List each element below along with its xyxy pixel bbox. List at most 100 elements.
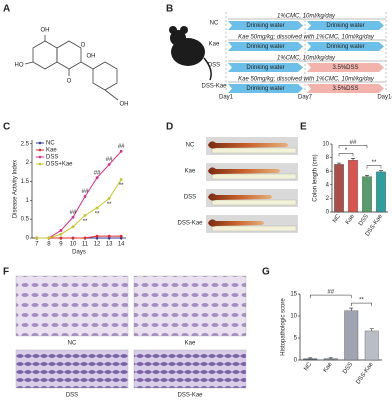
panel-label: A: [3, 4, 10, 15]
y-tick-label: 0: [326, 210, 330, 216]
series-line: [36, 150, 122, 239]
histology-image: [133, 349, 247, 389]
data-point: [119, 149, 123, 153]
histology-image: [133, 275, 247, 337]
x-tick-label: 10: [70, 242, 77, 248]
phase-arrow: [307, 84, 384, 93]
data-point: [83, 195, 87, 198]
data-point: [71, 225, 75, 229]
significance-bracket: [366, 165, 382, 169]
x-tick-label: DSS: [342, 362, 354, 376]
bar: [323, 358, 338, 361]
treatment-note: 1%CMC, 10ml/kg/day: [277, 56, 336, 62]
significance-label: **: [107, 202, 112, 208]
data-point: [119, 234, 123, 238]
y-tick-label: 1: [26, 198, 30, 204]
data-point: [59, 232, 63, 236]
ruler: [211, 147, 297, 154]
data-point: [95, 206, 99, 210]
legend-label: DSS+Kae: [46, 162, 73, 168]
ruler: [211, 199, 297, 206]
x-tick-label: NC: [332, 213, 342, 224]
x-tick-label: 8: [47, 242, 51, 248]
phase-arrow: [307, 21, 384, 30]
data-point: [83, 236, 87, 240]
colon-label: DSS: [184, 195, 196, 201]
treatment-note: Kae 50mg/kg; dissolved with 1%CMC, 10ml/…: [238, 77, 375, 83]
error-bar: [337, 162, 341, 165]
legend-label: NC: [46, 141, 55, 147]
error-bar: [351, 157, 355, 161]
panel-label: E: [300, 122, 307, 133]
x-tick-label: 14: [118, 242, 125, 248]
significance-label: **: [95, 211, 100, 217]
error-bar: [308, 357, 313, 359]
data-point: [107, 234, 111, 238]
error-bar: [369, 328, 374, 331]
atom-label: OH: [87, 54, 96, 60]
data-point: [107, 163, 111, 166]
colon-label: DSS-Kae: [177, 221, 203, 227]
ruler: [211, 173, 297, 180]
significance-label: ##: [94, 170, 101, 176]
data-point: [47, 236, 51, 240]
significance-bracket: [351, 302, 372, 307]
ruler: [211, 225, 297, 232]
y-tick-label: 2: [326, 196, 330, 202]
bar: [334, 164, 344, 213]
data-point: [59, 229, 63, 232]
y-tick-label: 2.5: [21, 141, 30, 147]
phase-label: Drinking water: [326, 44, 364, 50]
phase-label: Drinking water: [246, 23, 284, 29]
x-tick-label: 7: [35, 242, 39, 248]
colon-label: Kae: [185, 169, 196, 175]
x-tick-label: Kae: [323, 361, 334, 374]
colon: [208, 193, 272, 201]
colon: [208, 167, 280, 175]
phase-label: Drinking water: [246, 44, 284, 50]
panel-label: D: [166, 122, 173, 133]
y-tick-label: 15: [290, 292, 297, 298]
phase-label: Drinking water: [246, 65, 284, 71]
histology-label: Kae: [185, 341, 196, 347]
x-tick-label: DSS-Kae: [355, 361, 375, 385]
significance-bracket: [310, 294, 352, 299]
day-label: Day14: [377, 95, 392, 101]
y-tick-label: 2: [26, 160, 30, 166]
y-tick-label: 0: [294, 358, 298, 364]
atom-label: OH: [120, 102, 129, 108]
legend-marker: [38, 148, 42, 152]
significance-label: *: [345, 148, 348, 154]
y-axis-title: Colon length (cm): [313, 154, 319, 201]
x-axis-title: Days: [72, 250, 86, 256]
treatment-note: Kae 50mg/kg; dissolved with 1%CMC, 10ml/…: [238, 35, 375, 41]
x-tick-label: NC: [303, 361, 313, 372]
legend-label: DSS: [46, 155, 58, 161]
phase-label: Drinking water: [246, 86, 284, 92]
legend-label: Kae: [46, 148, 57, 154]
data-point: [83, 213, 87, 217]
data-point: [71, 236, 75, 240]
significance-label: ##: [350, 140, 357, 146]
data-point: [107, 197, 111, 200]
group-label: DSS: [208, 63, 220, 69]
group-label: NC: [210, 21, 219, 27]
bar: [364, 330, 379, 361]
bar: [303, 358, 318, 361]
y-tick-label: 1.5: [21, 179, 30, 185]
colon: [208, 141, 288, 149]
day-label: Day7: [298, 95, 313, 101]
colon: [208, 219, 264, 227]
y-tick-label: 4: [326, 182, 330, 188]
significance-label: ##: [106, 157, 113, 163]
y-tick-label: 0: [26, 236, 30, 242]
significance-label: ##: [82, 189, 89, 195]
colon-label: NC: [186, 143, 195, 149]
legend-marker: [38, 155, 42, 159]
panel-label: B: [166, 4, 173, 15]
error-bar: [349, 307, 354, 311]
series-line: [36, 235, 122, 239]
significance-bracket: [338, 153, 354, 157]
data-point: [35, 236, 39, 240]
histology-image: [15, 349, 129, 389]
